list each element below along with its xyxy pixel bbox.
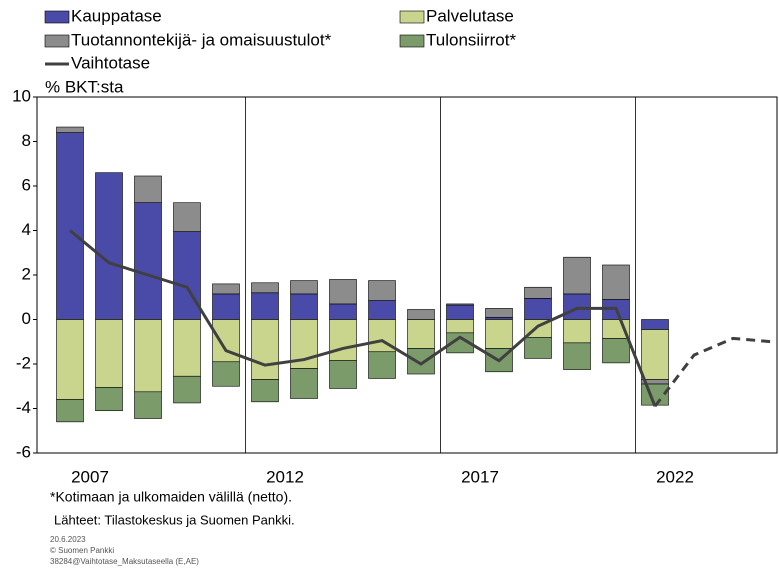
bar [446, 304, 474, 320]
bar [95, 319, 123, 388]
bar [212, 361, 240, 387]
line [653, 336, 773, 408]
bar [641, 319, 669, 330]
bar [368, 351, 396, 379]
bar [173, 202, 201, 232]
legend-swatch [44, 34, 70, 48]
meta: 20.6.2023 [50, 535, 86, 544]
bar [485, 319, 513, 349]
bar [563, 293, 591, 320]
line [69, 229, 657, 407]
y-tick-label: 2 [22, 264, 31, 283]
y-tick-label: 8 [22, 131, 31, 150]
y-tick-label: 10 [12, 86, 31, 105]
bar [56, 399, 84, 423]
bar [251, 282, 279, 294]
x-tick-label: 2017 [461, 467, 499, 486]
bar [407, 348, 435, 375]
bar [485, 316, 513, 320]
y-tick-label: -2 [16, 353, 31, 372]
meta: 38284@Vaihtotase_Maksutaseella (E,AE) [50, 557, 199, 566]
bar [524, 298, 552, 320]
legend-swatch [399, 34, 425, 48]
y-tick-label: 0 [22, 309, 31, 328]
x-tick-label: 2022 [656, 467, 694, 486]
bar [173, 319, 201, 377]
bar [95, 387, 123, 412]
bar [563, 319, 591, 344]
bar [485, 308, 513, 318]
bar [524, 286, 552, 299]
bar [134, 319, 162, 393]
bar [56, 126, 84, 133]
bar [368, 300, 396, 320]
bar [446, 319, 474, 334]
legend-swatch [399, 10, 425, 24]
meta: © Suomen Pankki [50, 546, 114, 555]
bar [134, 175, 162, 203]
bar [56, 319, 84, 400]
bar [407, 319, 435, 349]
bar [329, 279, 357, 305]
bar [212, 283, 240, 295]
bar [134, 391, 162, 419]
legend-label: Tulonsiirrot* [426, 30, 516, 49]
legend-label: Palvelutase [426, 6, 514, 25]
y-axis-label: % BKT:sta [45, 77, 124, 96]
bar [56, 132, 84, 320]
bar [173, 231, 201, 320]
bar [524, 336, 552, 359]
y-tick-label: -6 [16, 442, 31, 461]
bar [173, 375, 201, 404]
bar [602, 338, 630, 364]
bar [290, 368, 318, 399]
bar [251, 319, 279, 380]
y-tick-label: 6 [22, 175, 31, 194]
bar [446, 303, 474, 306]
footnote: *Kotimaan ja ulkomaiden välillä (netto). [50, 489, 292, 505]
x-tick-label: 2007 [71, 467, 109, 486]
bar [563, 342, 591, 370]
bar [134, 202, 162, 320]
bar [251, 379, 279, 403]
bar [563, 256, 591, 295]
bar [407, 309, 435, 320]
bar [329, 303, 357, 320]
bar [251, 292, 279, 320]
bar [602, 264, 630, 300]
x-tick-label: 2012 [266, 467, 304, 486]
legend-label: Vaihtotase [71, 53, 150, 72]
bar [290, 293, 318, 320]
bar [329, 360, 357, 389]
bar [368, 280, 396, 301]
bar [290, 280, 318, 295]
bar [641, 329, 669, 380]
legend-swatch [44, 10, 70, 24]
bar [446, 332, 474, 354]
legend-label: Tuotannontekijä- ja omaisuustulot* [71, 30, 332, 49]
legend-label: Kauppatase [71, 6, 162, 25]
y-tick-label: 4 [22, 220, 31, 239]
bar [212, 293, 240, 320]
y-tick-label: -4 [16, 398, 31, 417]
bar [95, 172, 123, 320]
bar [329, 319, 357, 361]
source: Lähteet: Tilastokeskus ja Suomen Pankki. [54, 512, 295, 527]
